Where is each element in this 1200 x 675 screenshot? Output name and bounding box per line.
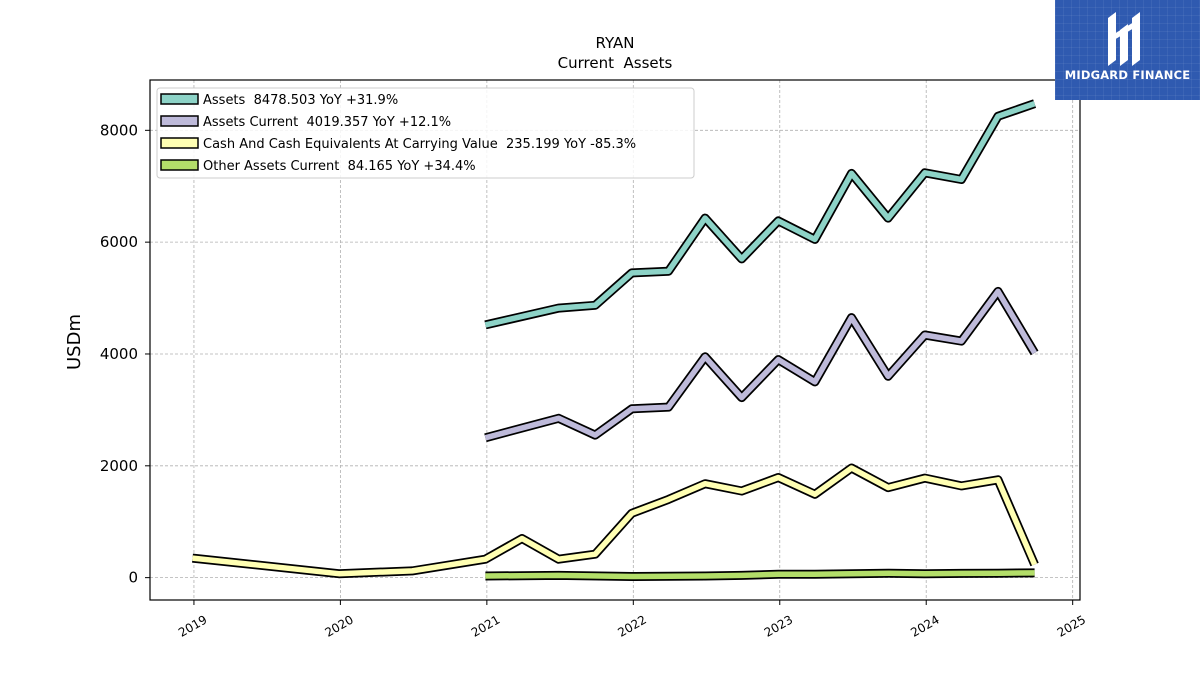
logo-text: MIDGARD FINANCE xyxy=(1064,68,1191,82)
series-line xyxy=(192,465,1038,577)
series-other-assets-current xyxy=(485,568,1035,581)
midgard-m-icon xyxy=(1108,12,1140,66)
legend-entry: Cash And Cash Equivalents At Carrying Va… xyxy=(203,137,636,152)
x-tick-label: 2020 xyxy=(322,612,355,639)
chart-subtitle: Current Assets xyxy=(558,54,673,72)
x-tick-label: 2025 xyxy=(1055,612,1088,639)
x-tick-label: 2022 xyxy=(615,612,648,639)
legend-box xyxy=(156,87,695,179)
y-axis-label: USDm xyxy=(64,314,85,370)
y-tick-label: 2000 xyxy=(100,457,138,475)
y-tick-label: 0 xyxy=(128,569,138,587)
series-line xyxy=(484,288,1037,441)
series-cash-and-cash-equivalents-at-carrying-value xyxy=(192,463,1039,579)
series-outline xyxy=(484,286,1039,443)
series-assets xyxy=(484,99,1037,330)
legend-entry: Assets 8478.503 YoY +31.9% xyxy=(203,93,398,108)
x-tick-label: 2019 xyxy=(176,612,209,639)
legend-entry: Other Assets Current 84.165 YoY +34.4% xyxy=(203,159,476,174)
series-layer xyxy=(192,99,1039,581)
chart-title: RYAN xyxy=(596,34,635,52)
legend-swatch xyxy=(160,115,199,127)
x-tick-label: 2024 xyxy=(908,612,941,639)
legend-swatch xyxy=(160,137,199,149)
x-tick-label: 2021 xyxy=(469,612,502,639)
legend-swatch xyxy=(160,93,199,105)
series-assets-current xyxy=(484,286,1039,443)
series-line xyxy=(485,570,1035,580)
y-tick-label: 8000 xyxy=(100,121,138,139)
midgard-finance-logo: MIDGARD FINANCE xyxy=(1055,0,1200,100)
legend: Assets 8478.503 YoY +31.9% Assets Current… xyxy=(156,87,695,179)
legend-entry: Assets Current 4019.357 YoY +12.1% xyxy=(203,115,451,130)
plot-frame xyxy=(149,79,1081,601)
legend-swatch xyxy=(160,159,199,171)
y-tick-label: 6000 xyxy=(100,233,138,251)
x-tick-label: 2023 xyxy=(762,612,795,639)
series-line xyxy=(484,101,1036,328)
y-tick-label: 4000 xyxy=(100,345,138,363)
